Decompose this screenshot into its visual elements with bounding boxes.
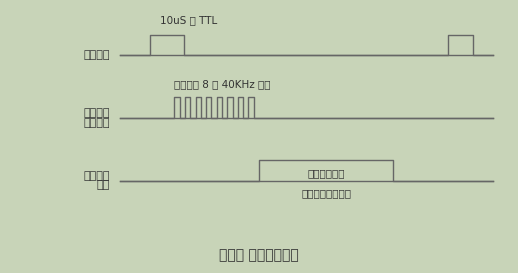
Text: 发出信号: 发出信号	[83, 118, 110, 128]
Text: 信号: 信号	[96, 180, 110, 190]
Text: 输出回响: 输出回响	[83, 171, 110, 181]
Text: 与检测距离成比例: 与检测距离成比例	[301, 188, 351, 198]
Text: 图二、 超声波时序图: 图二、 超声波时序图	[219, 248, 299, 262]
Text: 10uS 的 TTL: 10uS 的 TTL	[160, 15, 217, 25]
Text: 回响电平输出: 回响电平输出	[307, 168, 345, 179]
Text: 触发信号: 触发信号	[83, 51, 110, 60]
Text: 模块内部: 模块内部	[83, 108, 110, 118]
Text: 循环发出 8 个 40KHz 脉冲: 循环发出 8 个 40KHz 脉冲	[175, 79, 271, 89]
